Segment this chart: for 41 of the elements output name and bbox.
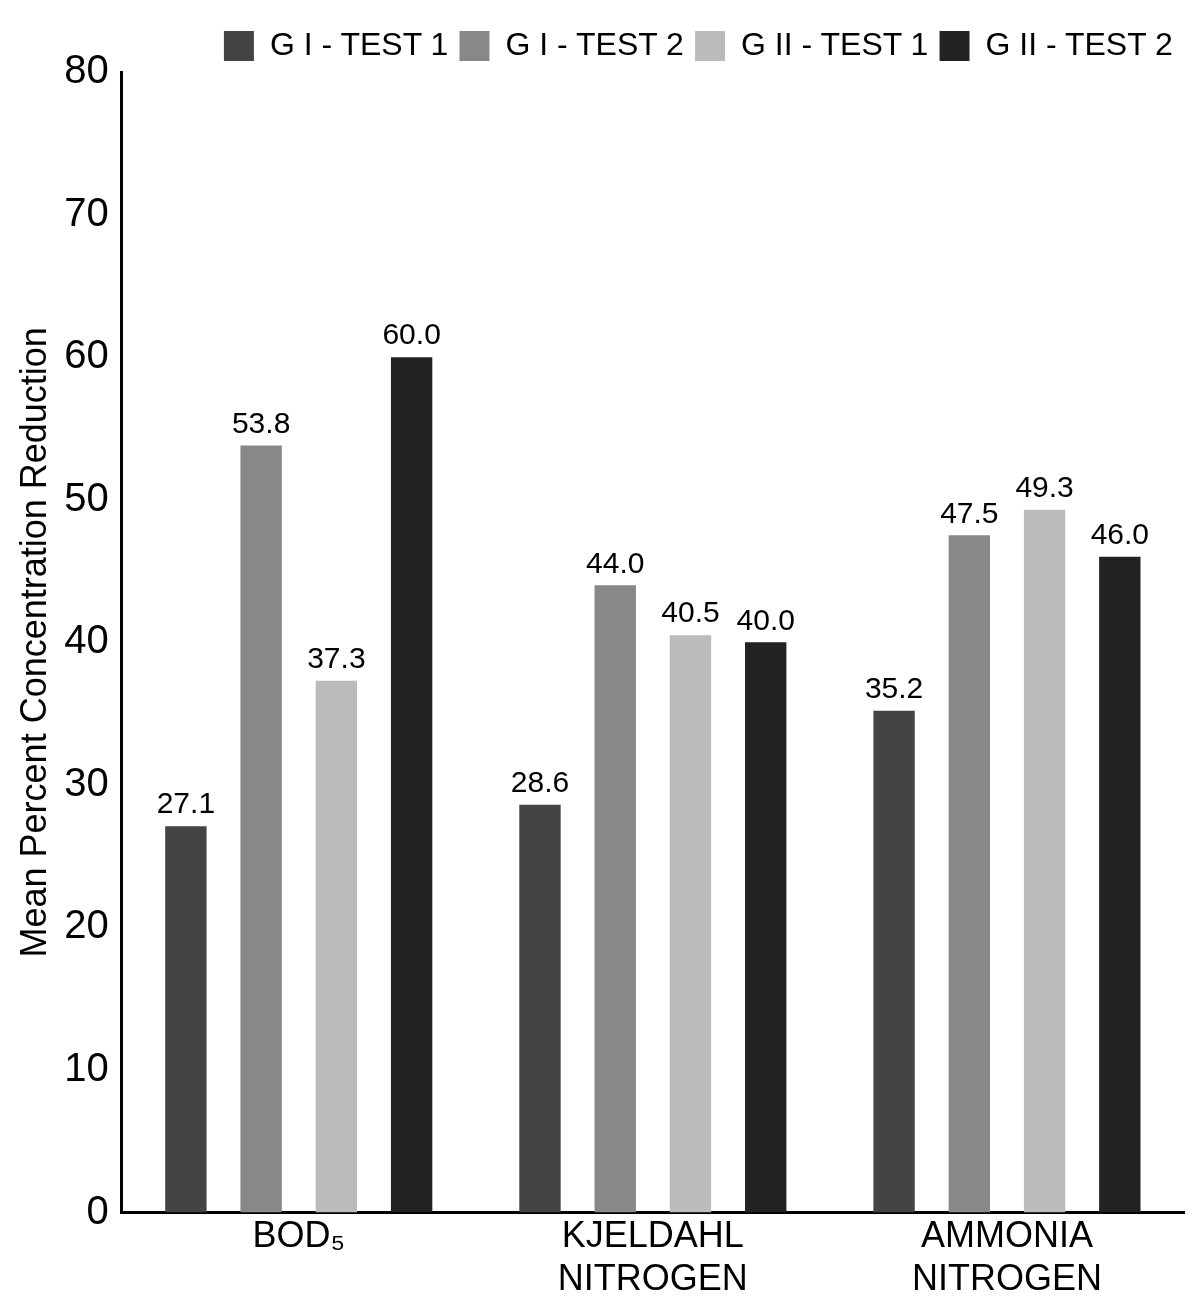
- data-label: 27.1: [156, 786, 216, 820]
- legend-label: G II - TEST 2: [985, 25, 1173, 62]
- bar: [948, 535, 991, 1213]
- y-tick-label: 30: [64, 759, 109, 804]
- bar: [390, 357, 433, 1213]
- bar: [1023, 509, 1066, 1213]
- data-label: 44.0: [586, 545, 645, 579]
- bar: [669, 635, 712, 1213]
- bar: [594, 585, 636, 1213]
- data-label: 60.0: [382, 317, 441, 351]
- data-label: 47.5: [940, 495, 999, 529]
- bar: [165, 826, 207, 1213]
- bar: [1099, 556, 1141, 1213]
- bar: [240, 445, 282, 1213]
- y-tick-label: 10: [64, 1045, 109, 1090]
- y-tick-label: 20: [64, 902, 109, 947]
- data-label: 53.8: [231, 405, 291, 439]
- bar: [519, 804, 561, 1213]
- y-tick-label: 80: [64, 47, 109, 92]
- legend-label: G I - TEST 2: [505, 25, 684, 62]
- data-label: 46.0: [1090, 517, 1150, 551]
- y-tick-label: 0: [86, 1187, 109, 1232]
- bar: [873, 710, 915, 1213]
- legend-label: G I - TEST 1: [269, 25, 449, 62]
- legend-label: G II - TEST 1: [741, 25, 929, 62]
- data-label: 40.0: [736, 602, 795, 636]
- x-tick-label: KJELDAHL NITROGEN: [557, 1214, 748, 1299]
- data-label: 37.3: [307, 641, 366, 675]
- y-axis-title: Mean Percent Concentration Reduction: [12, 327, 54, 958]
- x-tick-label: AMMONIA NITROGEN: [911, 1214, 1102, 1299]
- data-label: 49.3: [1015, 469, 1074, 503]
- y-tick-label: 70: [64, 189, 109, 234]
- data-label: 35.2: [864, 671, 924, 704]
- bar: [315, 680, 358, 1213]
- y-tick-label: 40: [64, 617, 109, 662]
- y-tick-label: 50: [64, 474, 109, 519]
- data-label: 28.6: [510, 765, 570, 799]
- x-tick-label: BOD₅: [252, 1214, 345, 1256]
- data-label: 40.5: [661, 595, 720, 629]
- y-tick-label: 60: [64, 332, 109, 377]
- bar: [745, 642, 787, 1213]
